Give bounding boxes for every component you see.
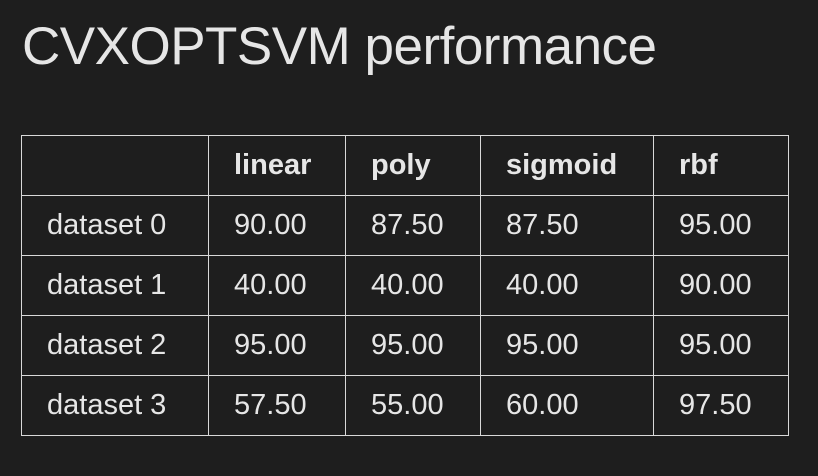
cell-value: 90.00 (653, 255, 789, 316)
cell-value: 87.50 (480, 195, 654, 256)
header-cell-empty (21, 135, 209, 196)
cell-value: 40.00 (345, 255, 481, 316)
cell-value: 97.50 (653, 375, 789, 436)
row-label: dataset 1 (21, 255, 209, 316)
cell-value: 95.00 (653, 195, 789, 256)
cell-value: 60.00 (480, 375, 654, 436)
cell-value: 95.00 (345, 315, 481, 376)
cell-value: 40.00 (480, 255, 654, 316)
table-row: dataset 3 57.50 55.00 60.00 97.50 (21, 375, 789, 436)
row-label: dataset 2 (21, 315, 209, 376)
cell-value: 87.50 (345, 195, 481, 256)
results-table-container: linear poly sigmoid rbf dataset 0 90.00 … (21, 135, 789, 436)
row-label: dataset 3 (21, 375, 209, 436)
header-cell-sigmoid: sigmoid (480, 135, 654, 196)
cell-value: 55.00 (345, 375, 481, 436)
table-row: dataset 0 90.00 87.50 87.50 95.00 (21, 195, 789, 256)
cell-value: 90.00 (208, 195, 346, 256)
header-cell-rbf: rbf (653, 135, 789, 196)
row-label: dataset 0 (21, 195, 209, 256)
table-row: dataset 2 95.00 95.00 95.00 95.00 (21, 315, 789, 376)
header-cell-poly: poly (345, 135, 481, 196)
header-row: linear poly sigmoid rbf (21, 135, 789, 196)
table-row: dataset 1 40.00 40.00 40.00 90.00 (21, 255, 789, 316)
cell-value: 40.00 (208, 255, 346, 316)
page-title: CVXOPTSVM performance (22, 17, 657, 76)
cell-value: 95.00 (480, 315, 654, 376)
cell-value: 95.00 (653, 315, 789, 376)
results-table: linear poly sigmoid rbf dataset 0 90.00 … (21, 135, 789, 436)
header-cell-linear: linear (208, 135, 346, 196)
cell-value: 95.00 (208, 315, 346, 376)
cell-value: 57.50 (208, 375, 346, 436)
